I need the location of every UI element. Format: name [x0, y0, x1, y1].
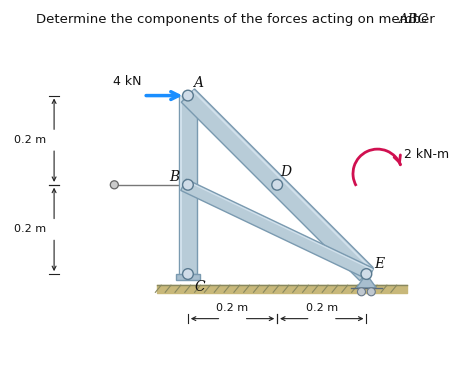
Polygon shape [180, 96, 182, 274]
Text: Determine the components of the forces acting on member: Determine the components of the forces a… [36, 13, 438, 26]
Text: D: D [281, 165, 292, 179]
Circle shape [357, 288, 365, 296]
Polygon shape [192, 90, 372, 270]
Circle shape [182, 269, 193, 279]
Polygon shape [181, 89, 373, 281]
Text: E: E [374, 257, 385, 271]
Polygon shape [181, 179, 374, 280]
Text: C: C [194, 279, 205, 293]
Polygon shape [179, 96, 197, 274]
Polygon shape [185, 180, 373, 270]
Text: A: A [193, 76, 203, 90]
Bar [176, 274, 200, 280]
Text: ABC: ABC [399, 13, 428, 26]
Circle shape [110, 181, 118, 189]
Text: B: B [169, 170, 180, 184]
Text: 0.2 m: 0.2 m [14, 224, 46, 234]
Circle shape [361, 269, 372, 279]
Text: 0.2 m: 0.2 m [14, 135, 46, 145]
Circle shape [367, 288, 375, 296]
Text: 2 kN-m: 2 kN-m [404, 148, 449, 161]
Text: 0.2 m: 0.2 m [217, 303, 248, 313]
Circle shape [272, 179, 283, 190]
Circle shape [182, 179, 193, 190]
Polygon shape [356, 274, 376, 288]
Text: 4 kN: 4 kN [113, 75, 141, 87]
Text: 0.2 m: 0.2 m [306, 303, 338, 313]
Circle shape [182, 90, 193, 101]
